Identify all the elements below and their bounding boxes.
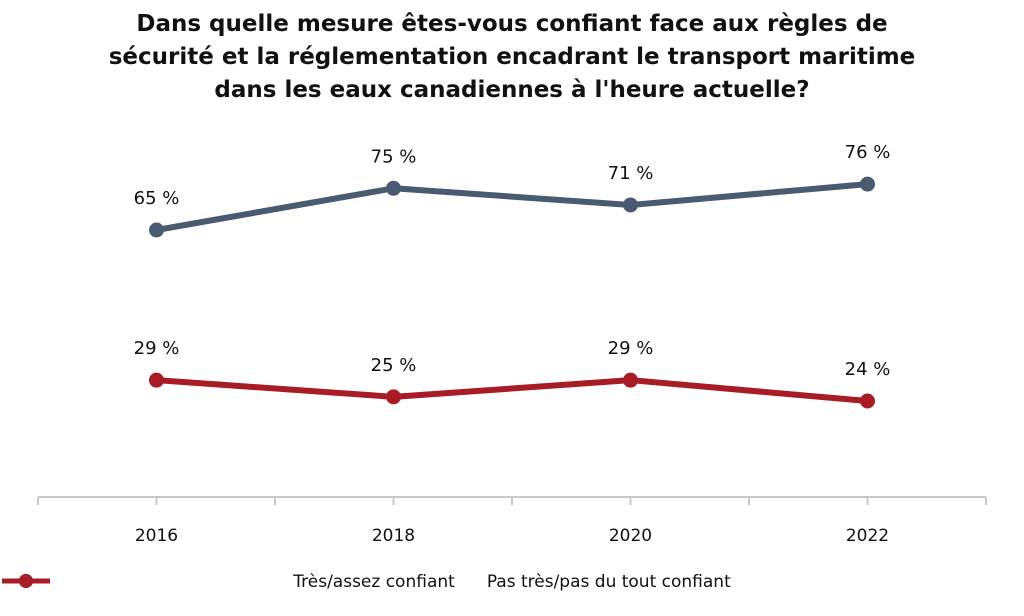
series-1-data-label-2016: 65 %	[134, 188, 180, 209]
legend-marker-series-2	[19, 574, 33, 588]
series-2-data-label-2020: 29 %	[608, 338, 654, 359]
chart-title: Dans quelle mesure êtes-vous confiant fa…	[0, 8, 1024, 107]
legend: Très/assez confiant Pas très/pas du tout…	[0, 572, 1024, 592]
series-2-data-label-2022: 24 %	[845, 359, 891, 380]
x-tick-label-2022: 2022	[846, 526, 889, 546]
legend-label-series-2: Pas très/pas du tout confiant	[486, 572, 731, 592]
x-tick-label-2020: 2020	[609, 526, 652, 546]
series-2-point-2018	[386, 389, 401, 405]
series-2-data-label-2018: 25 %	[371, 355, 417, 376]
series-2-data-label-2016: 29 %	[134, 338, 180, 359]
title-line-2: sécurité et la réglementation encadrant …	[108, 44, 916, 70]
legend-item-series-1: Très/assez confiant	[2, 572, 455, 592]
x-tick-label-2016: 2016	[135, 526, 178, 546]
line-chart: 2016 2018 2020 2022 65 % 75 % 71 % 76 % 29 % 25 %…	[37, 142, 987, 546]
series-2-point-2016	[149, 372, 164, 388]
series-line-2	[153, 377, 871, 404]
title-line-1: Dans quelle mesure êtes-vous confiant fa…	[136, 11, 888, 37]
series-2-point-2022	[860, 393, 875, 409]
series-1-point-2020	[623, 197, 638, 213]
legend-swatch-series-2	[2, 574, 50, 588]
legend-item-series-2: Pas très/pas du tout confiant	[2, 572, 731, 592]
series-1-data-label-2020: 71 %	[608, 163, 654, 184]
series-1-data-label-2022: 76 %	[845, 142, 891, 163]
series-1-point-2018	[386, 180, 401, 196]
title-line-3: dans les eaux canadiennes à l'heure actu…	[214, 77, 810, 103]
series-line-1	[153, 181, 871, 233]
series-1-data-label-2018: 75 %	[371, 146, 417, 167]
legend-label-series-1: Très/assez confiant	[293, 572, 455, 592]
x-tick-label-2018: 2018	[372, 526, 415, 546]
series-2-point-2020	[623, 372, 638, 388]
series-1-point-2022	[860, 176, 875, 192]
series-1-point-2016	[149, 222, 164, 238]
